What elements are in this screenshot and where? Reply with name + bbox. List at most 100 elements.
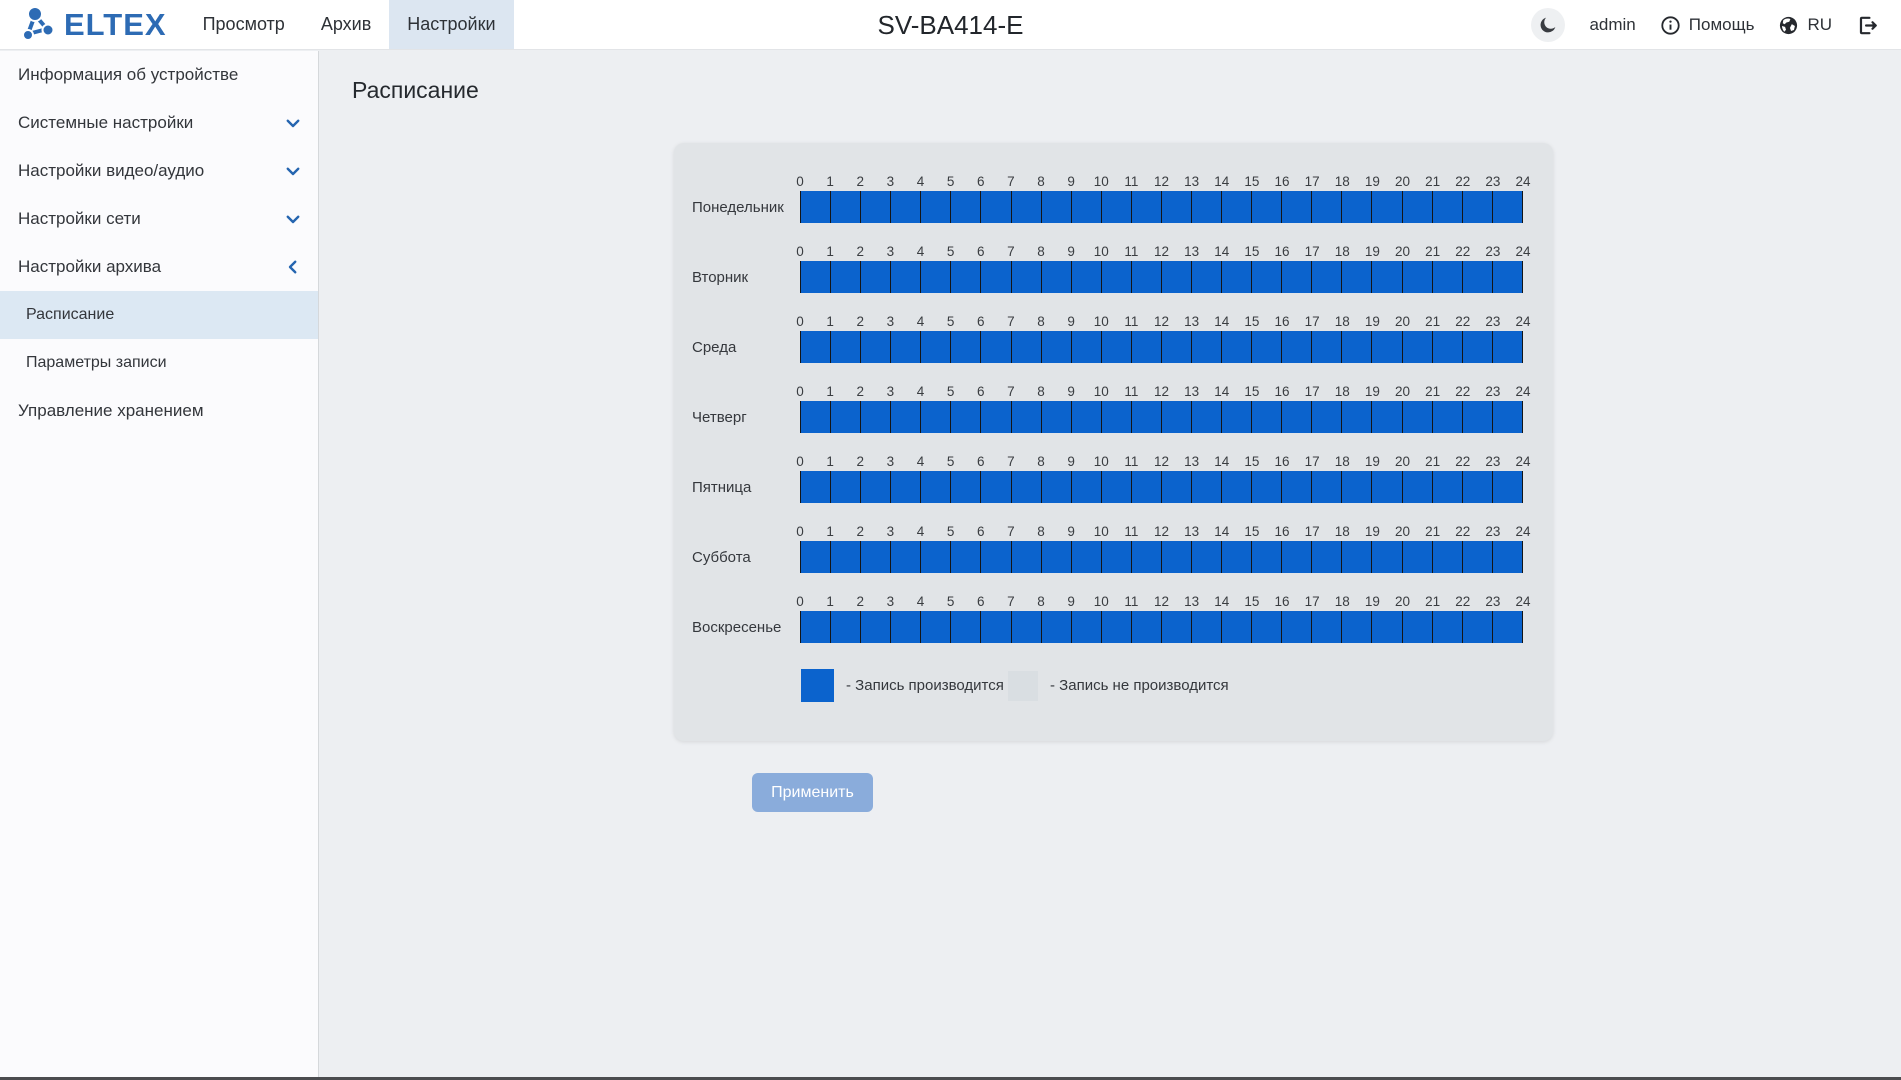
schedule-cell[interactable] xyxy=(1401,191,1432,223)
schedule-cell[interactable] xyxy=(1431,191,1462,223)
schedule-cell[interactable] xyxy=(860,261,891,293)
schedule-cell[interactable] xyxy=(950,191,981,223)
schedule-cell[interactable] xyxy=(860,611,891,643)
schedule-cell[interactable] xyxy=(1341,611,1372,643)
tab-view[interactable]: Просмотр xyxy=(202,14,285,34)
schedule-cell[interactable] xyxy=(1070,261,1101,293)
schedule-cell[interactable] xyxy=(950,541,981,573)
schedule-cell[interactable] xyxy=(1431,331,1462,363)
schedule-cell[interactable] xyxy=(950,611,981,643)
eltex-logo[interactable]: ELTEX xyxy=(0,0,167,49)
schedule-cell[interactable] xyxy=(1221,471,1252,503)
schedule-cell[interactable] xyxy=(800,401,831,433)
schedule-cell[interactable] xyxy=(1010,401,1041,433)
schedule-cell[interactable] xyxy=(1130,191,1161,223)
schedule-cell[interactable] xyxy=(890,261,921,293)
schedule-cell[interactable] xyxy=(800,331,831,363)
schedule-cell[interactable] xyxy=(1311,401,1342,433)
schedule-cell[interactable] xyxy=(1281,541,1312,573)
schedule-cell[interactable] xyxy=(860,541,891,573)
schedule-cell[interactable] xyxy=(1281,611,1312,643)
schedule-cell[interactable] xyxy=(890,541,921,573)
schedule-cell[interactable] xyxy=(1040,191,1071,223)
schedule-cell[interactable] xyxy=(1191,191,1222,223)
schedule-cell[interactable] xyxy=(1130,331,1161,363)
schedule-cell[interactable] xyxy=(1221,541,1252,573)
schedule-cell[interactable] xyxy=(890,471,921,503)
schedule-cell[interactable] xyxy=(1130,401,1161,433)
schedule-cell[interactable] xyxy=(1491,331,1523,363)
schedule-cell[interactable] xyxy=(1100,611,1131,643)
schedule-cell[interactable] xyxy=(860,191,891,223)
schedule-cell[interactable] xyxy=(1191,261,1222,293)
apply-button[interactable]: Применить xyxy=(752,773,873,812)
schedule-cell[interactable] xyxy=(920,191,951,223)
schedule-cell[interactable] xyxy=(800,471,831,503)
schedule-cell[interactable] xyxy=(1281,401,1312,433)
schedule-cell[interactable] xyxy=(1221,191,1252,223)
schedule-cell[interactable] xyxy=(920,471,951,503)
schedule-cell[interactable] xyxy=(1160,541,1192,573)
schedule-cell[interactable] xyxy=(950,331,981,363)
schedule-cell[interactable] xyxy=(950,401,981,433)
schedule-cell[interactable] xyxy=(800,261,831,293)
schedule-cell[interactable] xyxy=(1010,191,1041,223)
schedule-cell[interactable] xyxy=(1431,611,1462,643)
schedule-cell[interactable] xyxy=(980,471,1011,503)
schedule-cell[interactable] xyxy=(1191,611,1222,643)
schedule-cell[interactable] xyxy=(1160,331,1192,363)
schedule-cell[interactable] xyxy=(1100,401,1131,433)
schedule-cell[interactable] xyxy=(1281,471,1312,503)
schedule-cell[interactable] xyxy=(1281,191,1312,223)
schedule-cell[interactable] xyxy=(1191,401,1222,433)
schedule-cell[interactable] xyxy=(1401,401,1432,433)
schedule-cell[interactable] xyxy=(1431,401,1462,433)
sidebar-item[interactable]: Параметры записи xyxy=(0,339,318,387)
schedule-cell[interactable] xyxy=(1251,401,1282,433)
schedule-cell[interactable] xyxy=(1341,541,1372,573)
schedule-cell[interactable] xyxy=(1431,541,1462,573)
schedule-cell[interactable] xyxy=(1491,541,1523,573)
schedule-cell[interactable] xyxy=(1070,611,1101,643)
schedule-cell[interactable] xyxy=(1401,471,1432,503)
schedule-cell[interactable] xyxy=(1401,331,1432,363)
schedule-cell[interactable] xyxy=(1401,541,1432,573)
sidebar-item[interactable]: Информация об устройстве xyxy=(0,51,318,99)
schedule-cell[interactable] xyxy=(1160,261,1192,293)
schedule-cell[interactable] xyxy=(1191,331,1222,363)
schedule-cell[interactable] xyxy=(1160,611,1192,643)
schedule-cell[interactable] xyxy=(1040,611,1071,643)
schedule-cell[interactable] xyxy=(1251,331,1282,363)
schedule-cell[interactable] xyxy=(1100,191,1131,223)
sidebar-item[interactable]: Настройки видео/аудио xyxy=(0,147,318,195)
schedule-cell[interactable] xyxy=(1371,261,1402,293)
schedule-cell[interactable] xyxy=(1491,611,1523,643)
schedule-cell[interactable] xyxy=(980,261,1011,293)
schedule-cell[interactable] xyxy=(1070,541,1101,573)
schedule-cell[interactable] xyxy=(980,541,1011,573)
schedule-cell[interactable] xyxy=(890,611,921,643)
sidebar-item[interactable]: Настройки сети xyxy=(0,195,318,243)
schedule-cell[interactable] xyxy=(980,401,1011,433)
schedule-cell[interactable] xyxy=(830,191,861,223)
schedule-cell[interactable] xyxy=(1191,541,1222,573)
schedule-cell[interactable] xyxy=(1371,401,1402,433)
schedule-cell[interactable] xyxy=(1371,191,1402,223)
schedule-cell[interactable] xyxy=(1251,191,1282,223)
schedule-cell[interactable] xyxy=(1040,331,1071,363)
schedule-cell[interactable] xyxy=(860,401,891,433)
schedule-cell[interactable] xyxy=(1100,471,1131,503)
schedule-cell[interactable] xyxy=(1251,541,1282,573)
schedule-cell[interactable] xyxy=(920,541,951,573)
schedule-cell[interactable] xyxy=(1461,191,1492,223)
sidebar-item[interactable]: Настройки архива xyxy=(0,243,318,291)
schedule-cell[interactable] xyxy=(1371,471,1402,503)
schedule-cell[interactable] xyxy=(890,401,921,433)
schedule-cell[interactable] xyxy=(800,191,831,223)
schedule-cell[interactable] xyxy=(1070,471,1101,503)
schedule-cell[interactable] xyxy=(1401,261,1432,293)
schedule-cell[interactable] xyxy=(1160,191,1192,223)
schedule-cell[interactable] xyxy=(1100,541,1131,573)
schedule-cell[interactable] xyxy=(800,611,831,643)
schedule-cell[interactable] xyxy=(1251,261,1282,293)
